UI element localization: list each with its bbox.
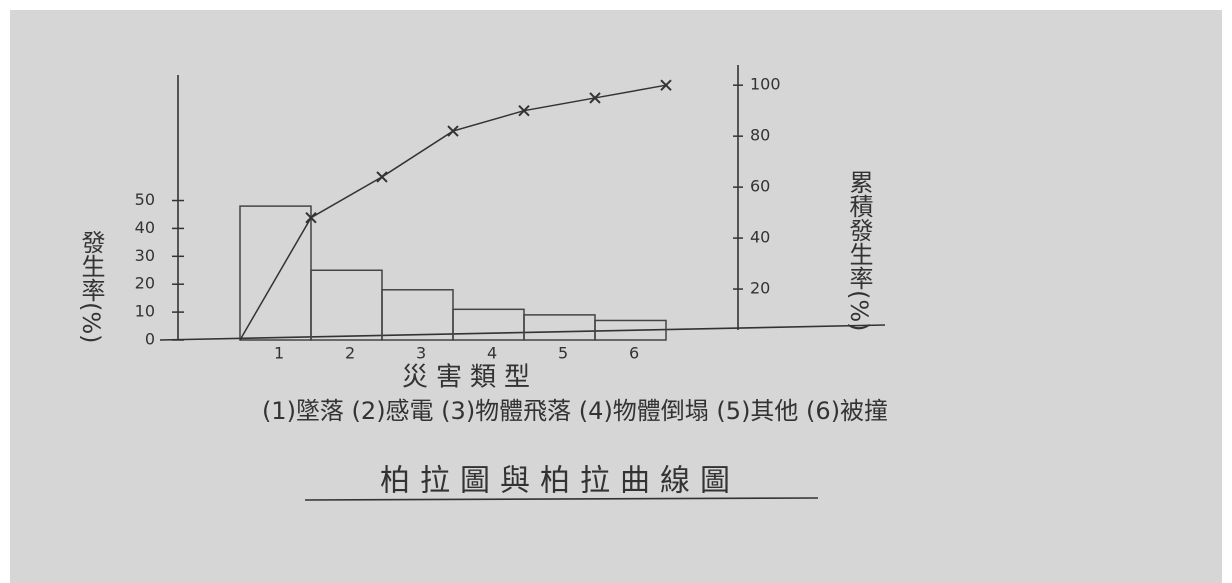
y2-tick-label: 20 (750, 279, 770, 298)
y-tick-label: 0 (145, 330, 155, 349)
y2-tick-label: 100 (750, 75, 781, 94)
x-tick-label: 4 (487, 344, 497, 363)
marker (660, 79, 672, 91)
marker (305, 211, 317, 224)
y-tick-label: 50 (135, 190, 155, 209)
y-tick-label: 40 (135, 218, 155, 237)
y2-tick-label: 40 (750, 228, 770, 247)
y2-axis-label: 累積發生率(%) (845, 170, 873, 332)
marker (376, 171, 388, 183)
x-tick-label: 5 (558, 344, 568, 363)
caption: (1)墜落 (2)感電 (3)物體飛落 (4)物體倒塌 (5)其他 (6)被撞 (262, 397, 888, 425)
marker (447, 125, 459, 137)
y-tick-label: 10 (135, 302, 155, 321)
x-tick-label: 3 (416, 344, 426, 363)
x-axis (159, 324, 886, 341)
y-tick-label: 20 (135, 274, 155, 293)
marker (518, 104, 530, 117)
x-tick-label: 6 (629, 344, 639, 363)
title-underline (304, 497, 819, 501)
x-axis-label: 災害類型 (402, 363, 538, 393)
y-tick-label: 30 (135, 246, 155, 265)
chart-title: 柏拉圖與柏拉曲線圖 (380, 464, 740, 499)
paper (10, 10, 1222, 583)
marker (589, 92, 601, 104)
y2-tick-label: 80 (750, 126, 770, 145)
x-tick-label: 2 (345, 344, 355, 363)
y2-tick-label: 60 (750, 177, 770, 196)
x-tick-label: 1 (274, 344, 284, 363)
y-axis-label: 發生率(%) (77, 230, 105, 344)
bar (594, 319, 667, 341)
